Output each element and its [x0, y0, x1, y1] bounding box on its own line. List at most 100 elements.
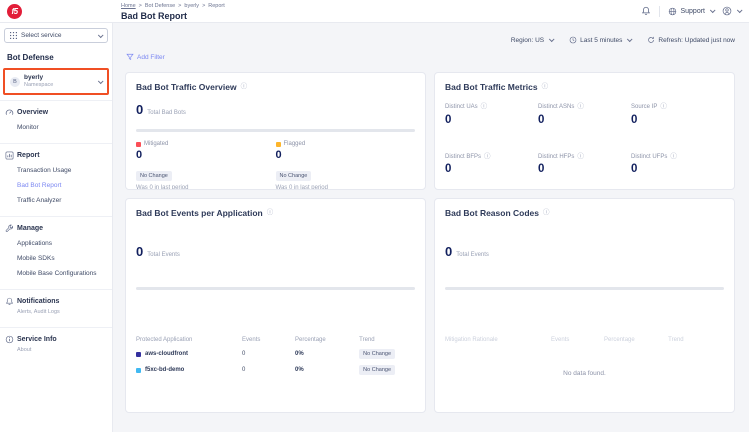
- metric-value: 0: [445, 113, 452, 126]
- header-divider: [659, 5, 661, 17]
- info-icon[interactable]: ⓘ: [480, 103, 488, 110]
- card-traffic-metrics: Bad Bot Traffic Metrics ⓘ Distinct UAs ⓘ …: [434, 72, 735, 190]
- bell-icon[interactable]: [641, 6, 651, 16]
- flagged-label: Flagged: [283, 141, 306, 147]
- sidebar-product-title: Bot Defense: [7, 53, 54, 62]
- app-percentage: 0%: [295, 351, 304, 357]
- traffic-overview-stats: Mitigated 0 No Change Was 0 in last peri…: [136, 141, 416, 189]
- user-menu[interactable]: [722, 6, 743, 16]
- sidebar-item-mobile-sdks[interactable]: Mobile SDKs: [17, 255, 55, 262]
- chevron-down-icon: [627, 36, 633, 43]
- info-icon[interactable]: ⓘ: [577, 152, 584, 160]
- col-trend: Trend: [359, 337, 375, 343]
- header-title-block: Home > Bot Defense > byerly > Report Bad…: [121, 3, 225, 21]
- card-traffic-overview: Bad Bot Traffic Overview ⓘ 0 Total Bad B…: [125, 72, 426, 190]
- total-events: 0 Total Events: [445, 244, 724, 259]
- sidebar-item-notifications[interactable]: Notifications: [0, 294, 112, 309]
- f5-logo[interactable]: f5: [7, 4, 22, 19]
- app-swatch: [136, 367, 141, 373]
- app-swatch: [136, 351, 141, 357]
- metric-distinct-hfps: Distinct HFPs ⓘ 0: [538, 152, 631, 175]
- bar-chart-icon: [5, 151, 14, 160]
- card-title: Bad Bot Traffic Overview ⓘ: [136, 82, 415, 92]
- sidebar-item-mobile-base-configurations[interactable]: Mobile Base Configurations: [17, 270, 97, 277]
- chevron-down-icon: [548, 36, 555, 43]
- namespace-text: byerly Namespace: [24, 74, 53, 89]
- header-actions: Support: [641, 0, 743, 22]
- sidebar-item-transaction-usage[interactable]: Transaction Usage: [17, 167, 72, 174]
- mitigated-trend-badge: No Change: [136, 171, 172, 181]
- breadcrumb-bot-defense[interactable]: Bot Defense: [144, 3, 176, 9]
- col-protected-application: Protected Application: [136, 337, 193, 343]
- breadcrumb-home[interactable]: Home: [121, 3, 136, 9]
- select-service-dropdown[interactable]: Select service: [4, 28, 108, 43]
- table-header-row: Protected Application Events Percentage …: [136, 334, 415, 346]
- info-circle-icon: [5, 335, 14, 344]
- sidebar-section-overview: Overview Monitor: [0, 100, 112, 138]
- metric-value: 0: [538, 113, 545, 126]
- breadcrumb-report[interactable]: Report: [208, 3, 225, 9]
- refresh-button[interactable]: Refresh: Updated just now: [647, 36, 735, 44]
- region-label: Region: US: [510, 36, 545, 44]
- globe-icon: [668, 7, 677, 16]
- metric-label: Distinct BFPs: [445, 153, 482, 160]
- chevron-down-icon: [736, 7, 743, 14]
- support-menu[interactable]: Support: [668, 7, 716, 16]
- grid-icon: [10, 32, 17, 39]
- namespace-selector[interactable]: B byerly Namespace: [3, 68, 109, 95]
- mitigated-swatch: [136, 141, 141, 147]
- notifications-subtitle: Alerts, Audit Logs: [17, 309, 60, 315]
- dashboard-controls: Region: US Last 5 minutes Refresh: Updat…: [113, 23, 749, 44]
- total-bad-bots: 0 Total Bad Bots: [136, 102, 415, 117]
- info-icon[interactable]: ⓘ: [240, 82, 248, 90]
- sidebar-item-monitor[interactable]: Monitor: [17, 124, 39, 131]
- bell-outline-icon: [5, 297, 14, 306]
- overview-label: Overview: [17, 109, 49, 116]
- info-icon[interactable]: ⓘ: [541, 82, 549, 90]
- add-filter-button[interactable]: Add Filter: [126, 53, 165, 61]
- main-content: Region: US Last 5 minutes Refresh: Updat…: [113, 23, 749, 432]
- card-reason-codes: Bad Bot Reason Codes ⓘ 0 Total Events Mi…: [434, 198, 735, 413]
- card-title: Bad Bot Events per Application ⓘ: [136, 208, 415, 218]
- table-row: aws-cloudfront 0 0% No Change: [136, 346, 415, 362]
- total-events-value: 0: [445, 244, 453, 259]
- app-name: aws-cloudfront: [145, 351, 188, 357]
- refresh-icon: [647, 36, 655, 44]
- info-icon[interactable]: ⓘ: [670, 152, 677, 160]
- sidebar-item-service-info[interactable]: Service Info: [0, 332, 112, 347]
- page-title: Bad Bot Report: [121, 11, 187, 21]
- col-events: Events: [551, 337, 570, 343]
- total-events-label: Total Events: [456, 252, 489, 258]
- sidebar-item-applications[interactable]: Applications: [17, 240, 53, 247]
- time-range-selector[interactable]: Last 5 minutes: [569, 36, 633, 44]
- cards-grid: Bad Bot Traffic Overview ⓘ 0 Total Bad B…: [125, 72, 735, 413]
- col-percentage: Percentage: [604, 337, 635, 343]
- events-table: Protected Application Events Percentage …: [136, 334, 415, 378]
- sidebar-item-bad-bot-report[interactable]: Bad Bot Report: [17, 182, 62, 189]
- sidebar-item-overview[interactable]: Overview: [0, 105, 112, 120]
- metric-value: 0: [538, 163, 545, 175]
- manage-label: Manage: [17, 225, 44, 232]
- info-icon[interactable]: ⓘ: [543, 208, 550, 216]
- sidebar-section-service-info: Service Info About: [0, 327, 112, 360]
- service-info-label: Service Info: [17, 336, 57, 343]
- sidebar-item-report[interactable]: Report: [0, 148, 112, 163]
- info-icon[interactable]: ⓘ: [266, 208, 274, 216]
- info-icon[interactable]: ⓘ: [484, 152, 491, 160]
- app-events: 0: [242, 367, 246, 373]
- col-mitigation-rationale: Mitigation Rationale: [445, 337, 498, 343]
- info-icon[interactable]: ⓘ: [660, 103, 667, 110]
- sidebar-section-report: Report Transaction Usage Bad Bot Report …: [0, 143, 112, 211]
- gauge-icon: [5, 108, 14, 117]
- refresh-label: Refresh: Updated just now: [658, 36, 735, 44]
- info-icon[interactable]: ⓘ: [577, 103, 584, 110]
- metric-distinct-asns: Distinct ASNs ⓘ 0: [538, 103, 631, 126]
- add-filter-label: Add Filter: [137, 53, 165, 61]
- region-selector[interactable]: Region: US: [510, 36, 555, 44]
- breadcrumb-separator: >: [202, 3, 206, 9]
- flagged-stat: Flagged 0 No Change Was 0 in last period: [275, 141, 416, 189]
- breadcrumb-namespace[interactable]: byerly: [184, 3, 200, 9]
- card-title: Bad Bot Reason Codes ⓘ: [445, 208, 724, 218]
- sidebar-item-manage[interactable]: Manage: [0, 221, 112, 236]
- sidebar-item-traffic-analyzer[interactable]: Traffic Analyzer: [17, 197, 62, 204]
